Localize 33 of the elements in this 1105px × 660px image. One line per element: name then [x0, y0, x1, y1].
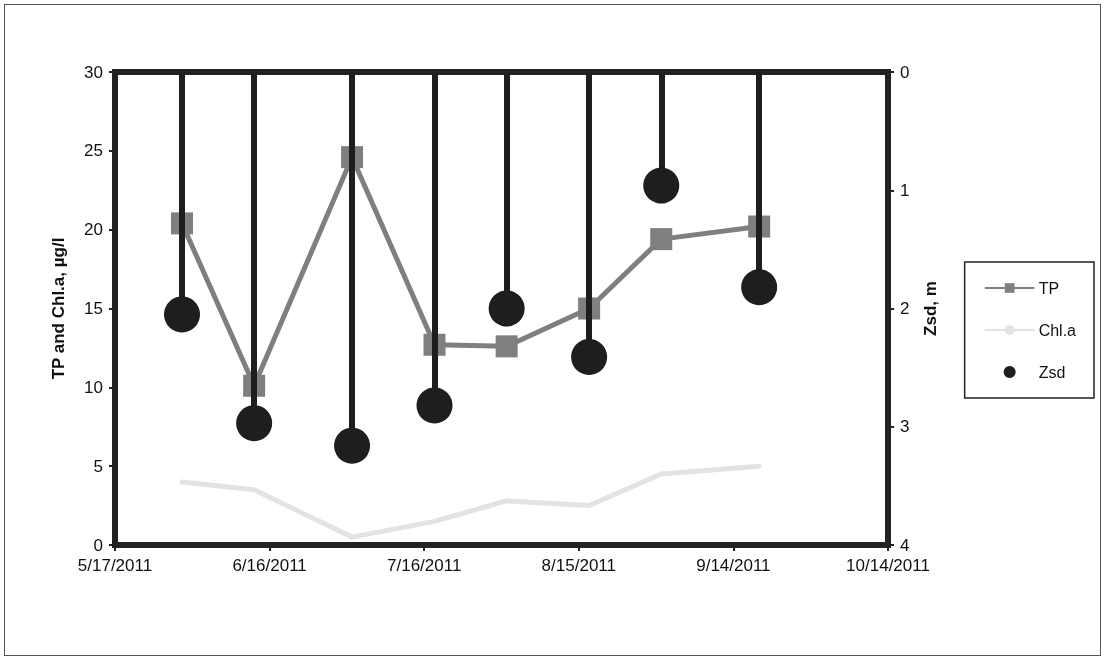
y-tick-label: 20 — [84, 220, 103, 240]
point — [643, 167, 680, 204]
y2-tick-label: 3 — [900, 417, 910, 437]
x-tick-label: 8/15/2011 — [541, 556, 616, 575]
y-axis-title: TP and Chl.a, µg/l — [49, 237, 68, 380]
point — [334, 427, 371, 464]
x-tick-label: 7/16/2011 — [387, 556, 462, 575]
y-tick-label: 0 — [93, 535, 103, 555]
y2-tick-label: 2 — [900, 299, 910, 318]
x-tick-label: 10/14/2011 — [846, 556, 930, 575]
y2-tick-label: 4 — [900, 535, 910, 555]
x-tick-label: 9/14/2011 — [696, 556, 771, 575]
y-tick-label: 15 — [84, 299, 103, 318]
y-tick-label: 30 — [84, 62, 103, 82]
point — [741, 269, 778, 306]
point — [488, 290, 525, 327]
point — [650, 228, 673, 251]
point — [571, 338, 608, 375]
y2-tick-label: 0 — [900, 62, 910, 82]
x-tick-label: 6/16/2011 — [232, 556, 307, 575]
y2-tick-label: 1 — [900, 180, 910, 200]
legend-label: TP — [1038, 279, 1060, 297]
y-tick-label: 25 — [84, 141, 103, 161]
legend-label: Chl.a — [1038, 321, 1077, 339]
point — [416, 387, 453, 424]
y-tick-label: 10 — [84, 377, 103, 397]
x-tick-label: 5/17/2011 — [77, 556, 153, 575]
point — [495, 335, 518, 358]
y-tick-label: 5 — [93, 456, 103, 476]
point — [236, 405, 273, 442]
legend-label: Zsd — [1038, 363, 1066, 381]
y2-axis-title: Zsd, m — [921, 281, 940, 336]
point — [164, 296, 200, 333]
